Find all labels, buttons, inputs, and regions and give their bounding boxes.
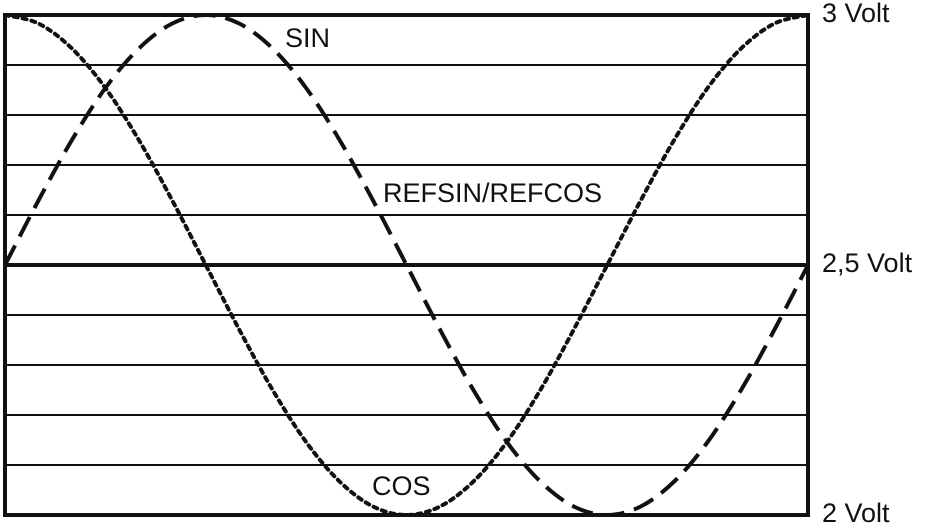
series-label: SIN bbox=[285, 23, 330, 53]
y-tick-label: 2 Volt bbox=[822, 498, 890, 525]
series-label: COS bbox=[372, 471, 431, 501]
series-line bbox=[3, 12, 810, 518]
grid bbox=[5, 14, 808, 516]
y-tick-label: 3 Volt bbox=[822, 0, 890, 28]
y-tick-label: 2,5 Volt bbox=[822, 248, 913, 278]
reference-label: REFSIN/REFCOS bbox=[383, 178, 602, 208]
plot-frame bbox=[3, 13, 810, 517]
